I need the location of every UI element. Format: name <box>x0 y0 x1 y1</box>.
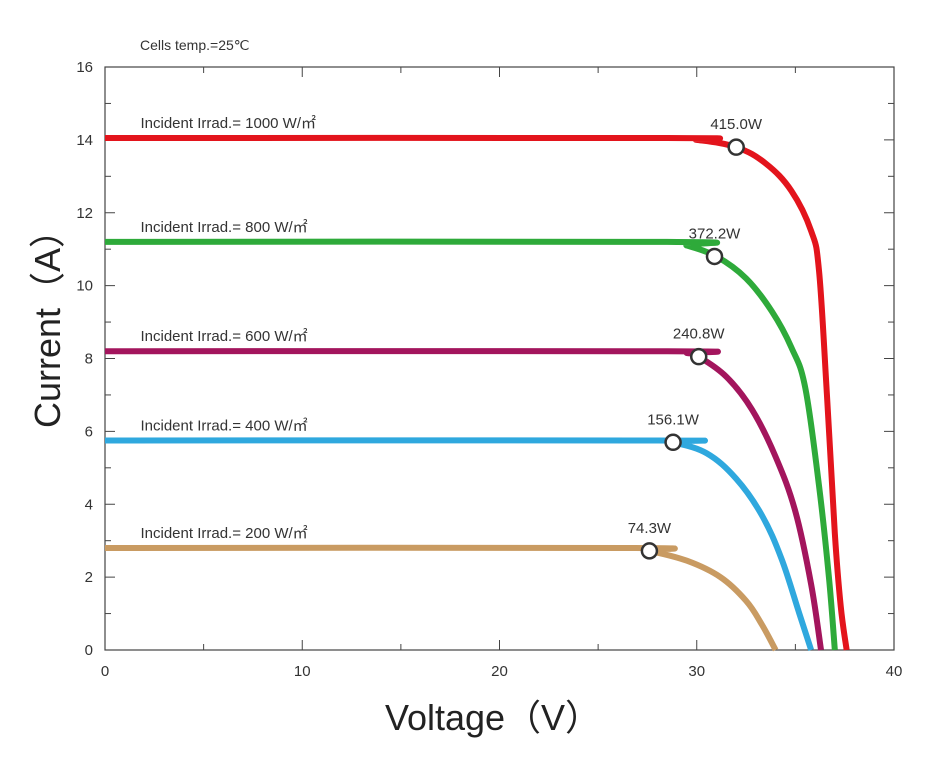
y-axis-title: Current（A） <box>27 212 68 428</box>
y-tick-label: 8 <box>85 351 93 368</box>
cells-temp-note: Cells temp.=25℃ <box>140 37 250 53</box>
mpp-label: 74.3W <box>628 520 672 537</box>
y-tick-label: 4 <box>85 496 93 513</box>
plot-area <box>104 66 895 651</box>
mpp-marker <box>689 347 708 366</box>
x-tick-label: 40 <box>886 663 903 680</box>
series-label: Incident Irrad.= 800 W/㎡ <box>141 219 308 236</box>
mpp-marker <box>664 433 682 452</box>
series-line <box>104 544 779 652</box>
series-label: Incident Irrad.= 400 W/㎡ <box>141 417 308 434</box>
mpp-marker <box>640 542 659 560</box>
x-tick-label: 20 <box>491 663 508 680</box>
series-group: Incident Irrad.= 200 W/㎡ 74.3W <box>104 520 779 652</box>
series-group: Incident Irrad.= 400 W/㎡ 156.1W <box>104 411 815 651</box>
y-tick-label: 6 <box>85 423 93 440</box>
x-tick-label: 0 <box>101 663 109 680</box>
mpp-label: 156.1W <box>647 411 700 428</box>
series-line <box>104 348 824 651</box>
series-label: Incident Irrad.= 1000 W/㎡ <box>141 115 317 132</box>
series-group: Incident Irrad.= 600 W/㎡ 240.8W <box>104 326 824 651</box>
series-line <box>104 437 815 651</box>
series-label: Incident Irrad.= 600 W/㎡ <box>141 328 308 345</box>
y-tick-label: 14 <box>76 132 93 149</box>
series-line <box>104 238 838 651</box>
y-tick-label: 10 <box>76 278 93 295</box>
mpp-label: 415.0W <box>710 116 763 133</box>
axis-ticks: 0 10 20 30 40 0 2 4 6 8 10 12 14 16 <box>76 59 902 680</box>
x-axis-title: Voltage（V） <box>385 697 601 738</box>
mpp-label: 240.8W <box>673 326 726 343</box>
y-tick-label: 2 <box>85 569 93 586</box>
y-tick-label: 0 <box>85 642 93 659</box>
y-tick-label: 12 <box>76 205 93 222</box>
x-tick-label: 30 <box>688 663 705 680</box>
mpp-label: 372.2W <box>689 225 742 242</box>
y-tick-label: 16 <box>76 59 93 76</box>
series-line <box>104 134 850 651</box>
mpp-marker <box>727 138 745 156</box>
series-label: Incident Irrad.= 200 W/㎡ <box>141 525 308 542</box>
x-tick-label: 10 <box>294 663 311 680</box>
series-layer: Incident Irrad.= 1000 W/㎡ 415.0WIncident … <box>104 115 850 652</box>
series-group: Incident Irrad.= 1000 W/㎡ 415.0W <box>104 115 850 651</box>
series-group: Incident Irrad.= 800 W/㎡ 372.2W <box>104 219 838 651</box>
mpp-marker <box>705 247 724 266</box>
